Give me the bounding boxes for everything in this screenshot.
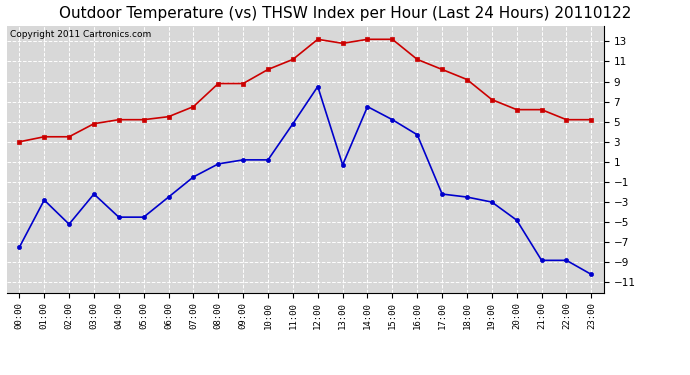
Text: Outdoor Temperature (vs) THSW Index per Hour (Last 24 Hours) 20110122: Outdoor Temperature (vs) THSW Index per … [59,6,631,21]
Text: Copyright 2011 Cartronics.com: Copyright 2011 Cartronics.com [10,30,151,39]
